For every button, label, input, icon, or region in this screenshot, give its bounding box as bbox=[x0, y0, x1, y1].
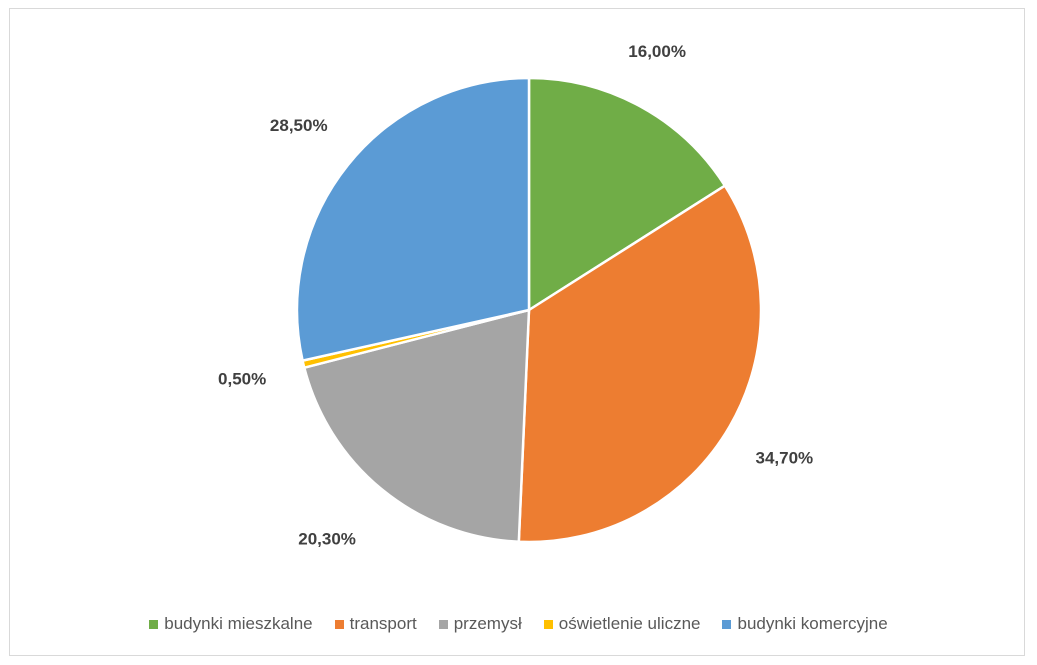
legend-item: transport bbox=[334, 614, 417, 634]
data-label-4: 0,50% bbox=[218, 369, 266, 388]
legend: budynki mieszkalne transport przemysł oświe… bbox=[0, 612, 1037, 636]
legend-label: budynki mieszkalne bbox=[164, 614, 313, 633]
legend-swatch bbox=[149, 619, 159, 629]
legend-label: przemysł bbox=[453, 614, 522, 633]
data-label-2: 34,70% bbox=[755, 448, 813, 467]
legend-item: budynki komercyjne bbox=[722, 614, 888, 634]
legend-item: przemysł bbox=[438, 614, 522, 634]
legend-swatch bbox=[722, 619, 732, 629]
legend-label: budynki komercyjne bbox=[737, 614, 888, 633]
pie-slice-3 bbox=[303, 308, 531, 544]
legend-swatch bbox=[334, 619, 344, 629]
data-label-1: 16,00% bbox=[628, 42, 686, 61]
data-label-3: 20,30% bbox=[298, 530, 356, 549]
legend-swatch bbox=[438, 619, 448, 629]
pie-slice-2 bbox=[517, 184, 763, 544]
pie-chart: 16,00% 34,70% 20,30% 0,50% 28,50% bbox=[218, 42, 813, 549]
legend-label: transport bbox=[349, 614, 417, 633]
pie-slice-5 bbox=[295, 76, 531, 362]
legend-swatch bbox=[543, 619, 553, 629]
legend-item: budynki mieszkalne bbox=[149, 614, 313, 634]
data-label-5: 28,50% bbox=[270, 116, 328, 135]
legend-item: oświetlenie uliczne bbox=[543, 614, 701, 634]
legend-label: oświetlenie uliczne bbox=[558, 614, 701, 633]
pie-slice-1 bbox=[527, 76, 727, 312]
